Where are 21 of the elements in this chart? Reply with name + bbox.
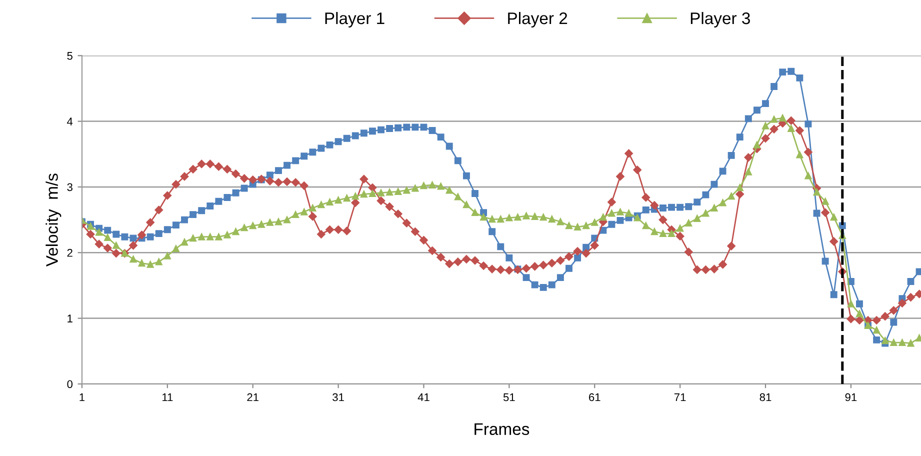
x-tick-label: 1 <box>80 393 85 402</box>
x-tick-label: 21 <box>247 393 258 402</box>
x-tick-label: 71 <box>674 393 686 402</box>
y-tick-label: 3 <box>67 183 72 192</box>
x-tick-label: 81 <box>760 393 772 402</box>
x-tick-label: 11 <box>162 393 173 402</box>
x-tick-label: 41 <box>418 393 430 402</box>
x-axis-title: Frames <box>474 423 530 436</box>
legend-label: Player 3 <box>690 12 750 28</box>
x-tick-label: 31 <box>332 393 344 402</box>
x-tick-label: 61 <box>589 393 600 402</box>
y-tick-label: 5 <box>67 52 72 60</box>
y-tick-label: 2 <box>67 248 72 257</box>
y-tick-label: 4 <box>67 118 73 126</box>
x-tick-label: 51 <box>503 393 515 402</box>
x-tick-label: 91 <box>845 393 857 402</box>
legend-label: Player 2 <box>508 12 568 28</box>
y-axis-title: Velocity m/s <box>46 174 62 266</box>
y-tick-label: 0 <box>67 380 73 388</box>
y-tick-label: 1 <box>68 314 72 322</box>
legend-label: Player 1 <box>325 12 384 28</box>
